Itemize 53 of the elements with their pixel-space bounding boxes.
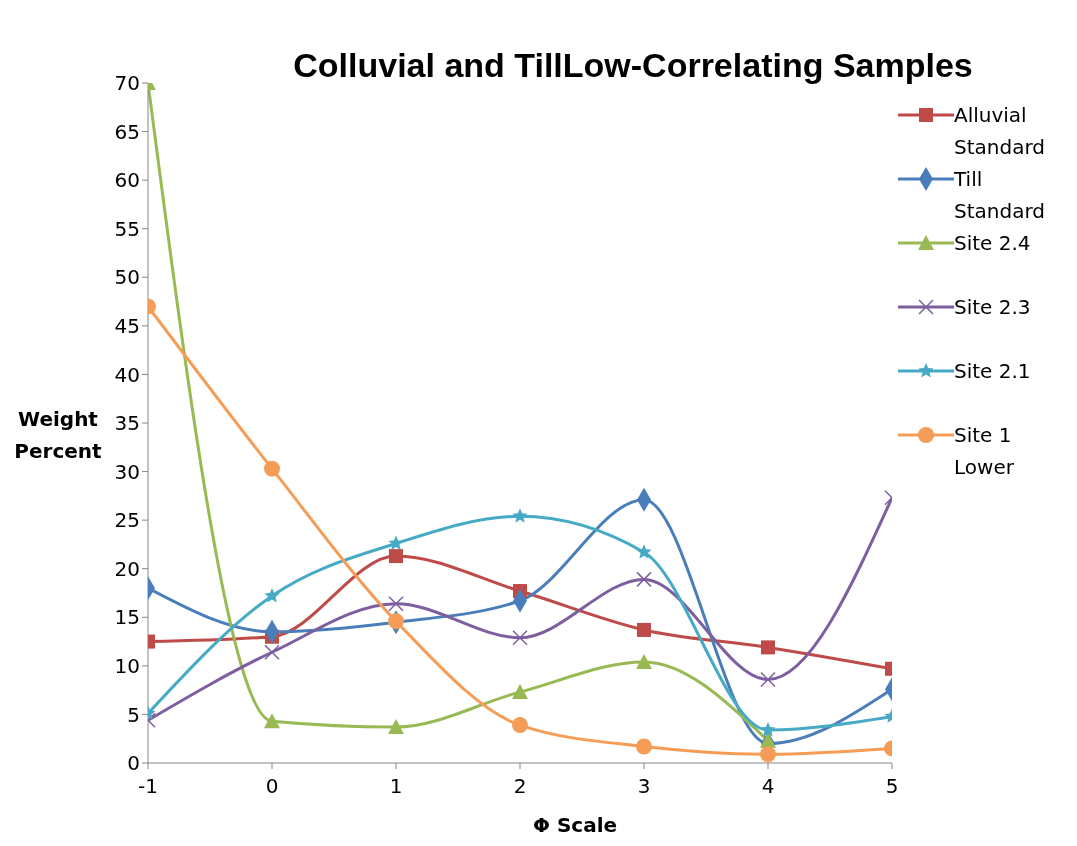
point	[636, 653, 652, 669]
point	[388, 595, 404, 612]
y-tick-label: 35	[114, 411, 140, 436]
point	[637, 622, 651, 637]
y-tick-label: 25	[114, 508, 140, 533]
y-tick-label: 70	[114, 71, 140, 96]
y-tick-label: 50	[114, 265, 140, 290]
chart-title: Colluvial and TillLow-Correlating Samples	[292, 46, 974, 85]
point	[760, 732, 776, 748]
x-axis-title: Φ Scale	[531, 813, 619, 837]
point	[512, 717, 528, 734]
point	[636, 738, 652, 755]
point	[636, 544, 652, 559]
legend-label: Site 2.4	[954, 230, 1032, 257]
x-tick-label: 4	[761, 774, 775, 799]
x-tick-label: 2	[513, 774, 527, 799]
point	[512, 508, 528, 523]
y-tick-label: 60	[114, 168, 140, 193]
point	[512, 684, 528, 700]
x-tick-label: 5	[885, 774, 899, 799]
y-tick-label: 0	[127, 751, 140, 776]
point	[389, 549, 403, 564]
y-tick-label: 65	[114, 119, 140, 144]
point	[760, 721, 776, 737]
y-tick-label: 30	[114, 459, 140, 484]
point	[264, 587, 280, 603]
x-tick-label: 1	[389, 774, 403, 799]
point	[264, 460, 280, 477]
legend-label: Site 2.1	[954, 358, 1032, 385]
legend-label: Site 1 Lower	[954, 422, 1015, 481]
y-tick-label: 20	[114, 556, 140, 581]
point	[760, 671, 776, 688]
x-tick-label: 0	[265, 774, 279, 799]
point	[761, 640, 775, 655]
y-tick-label: 40	[114, 362, 140, 387]
y-tick-label: 10	[114, 653, 140, 678]
point	[760, 746, 776, 763]
point	[512, 629, 528, 646]
point	[264, 644, 280, 661]
point	[636, 571, 652, 588]
point	[388, 719, 404, 735]
y-axis-title: Weight Percent	[13, 406, 103, 465]
x-tick-label: 3	[637, 774, 651, 799]
y-tick-label: 5	[127, 702, 140, 727]
legend-label: Till Standard	[954, 166, 1046, 225]
y-tick-label: 45	[114, 313, 140, 338]
point	[388, 613, 404, 630]
y-tick-label: 55	[114, 216, 140, 241]
legend-label: Alluvial Standard	[954, 102, 1046, 161]
point	[264, 713, 280, 729]
legend-label: Site 2.3	[954, 294, 1032, 321]
y-tick-label: 15	[114, 605, 140, 630]
x-tick-label: -1	[138, 774, 158, 799]
